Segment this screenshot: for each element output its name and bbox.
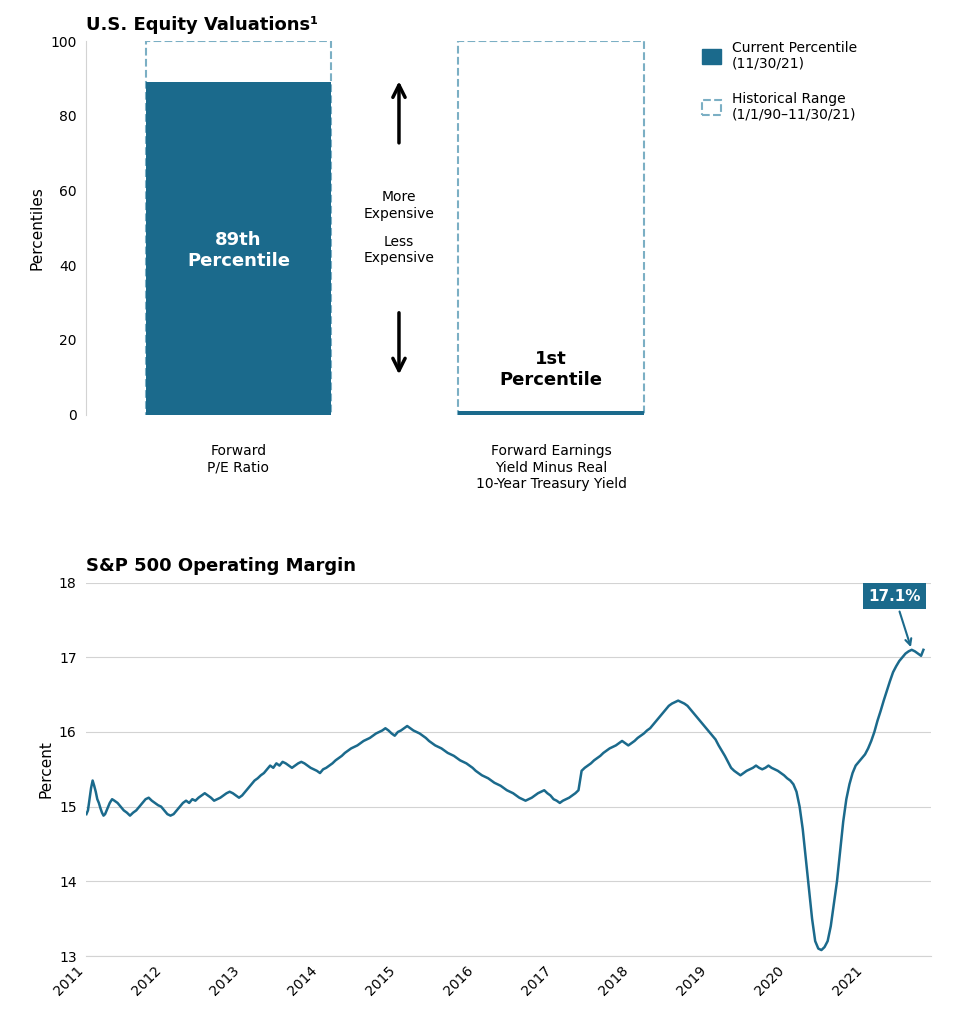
Text: 1st
Percentile: 1st Percentile	[499, 351, 603, 390]
Bar	[146, 82, 331, 414]
Text: 89th
Percentile: 89th Percentile	[187, 231, 290, 269]
Text: S&P 500 Operating Margin: S&P 500 Operating Margin	[86, 557, 356, 576]
Bar	[458, 411, 644, 414]
Legend: Current Percentile
(11/30/21), Historical Range
(1/1/90–11/30/21): Current Percentile (11/30/21), Historica…	[702, 40, 857, 122]
Text: U.S. Equity Valuations¹: U.S. Equity Valuations¹	[86, 16, 319, 34]
Text: Less
Expensive: Less Expensive	[364, 235, 435, 265]
Text: More
Expensive: More Expensive	[364, 190, 435, 221]
Bar	[146, 41, 331, 414]
Y-axis label: Percent: Percent	[38, 740, 54, 799]
Y-axis label: Percentiles: Percentiles	[30, 186, 45, 269]
Text: 17.1%: 17.1%	[869, 588, 921, 645]
Bar	[458, 41, 644, 414]
Text: Forward Earnings
Yield Minus Real
10-Year Treasury Yield: Forward Earnings Yield Minus Real 10-Yea…	[475, 444, 627, 490]
Text: Forward
P/E Ratio: Forward P/E Ratio	[207, 444, 270, 475]
